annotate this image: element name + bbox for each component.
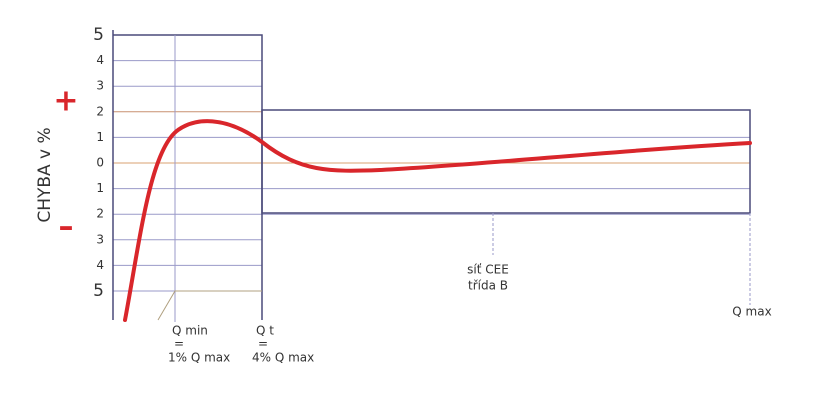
y-tick-label: 2 [96,207,104,221]
qmin-name: Q min [172,324,208,338]
qmin-eq: = [174,337,184,351]
tolerance-frame-low [113,34,263,320]
qt-name: Q t [256,324,274,338]
y-tick-label: 1 [96,130,104,144]
y-tick-label: 2 [96,104,104,118]
y-tick-label: 4 [96,258,104,272]
y-tick-label: 3 [96,232,104,246]
y-tick-label: 4 [96,53,104,67]
grid [113,34,750,292]
error-curve [123,119,752,322]
y-tick-label: 3 [96,79,104,93]
zone-line2: třída B [468,279,508,293]
y-tick-label: 1 [96,181,104,195]
qt-value: 4% Q max [252,351,314,365]
y-tick-label: 0 [96,156,104,170]
qmax-label: Q max [732,305,771,319]
y-tick-label: 5 [93,25,104,45]
tolerance-frame-high [261,109,751,214]
qmin-value: 1% Q max [168,351,230,365]
plus-sign: + [53,84,78,119]
start-line [157,290,262,321]
minus-sign: – [59,210,74,245]
y-tick-label: 5 [93,281,104,301]
axis-label: CHYBA v % [35,127,55,222]
zone-line1: síť CEE [467,263,509,277]
qt-eq: = [258,337,268,351]
